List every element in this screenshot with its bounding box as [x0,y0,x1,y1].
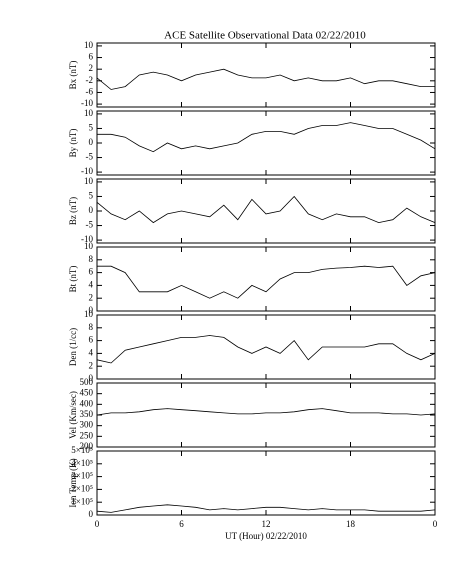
y-tick-label: -5 [86,152,94,162]
y-tick-label: 10 [84,40,94,50]
y-tick-label: 2×10⁵ [71,483,93,493]
y-tick-label: 200 [80,441,94,451]
y-tick-label: 5 [89,123,94,133]
y-tick-label: 2 [89,292,94,302]
y-tick-label: -10 [81,98,93,108]
y-tick-label: 4 [89,279,94,289]
data-line [96,408,436,416]
y-tick-label: 2 [89,63,94,73]
panel-frame [96,178,436,244]
panel-frame [96,382,436,448]
y-axis-label: Den (1/cc) [68,328,78,366]
y-tick-label: 10 [84,176,94,186]
y-tick-label: 0 [89,305,94,315]
y-axis-label: Bz (nT) [68,197,78,225]
y-tick-label: 450 [80,388,94,398]
panel-frame [96,450,436,516]
y-tick-label: 400 [80,398,94,408]
chart-title: ACE Satellite Observational Data 02/22/2… [164,30,366,42]
y-axis-label: Bx (nT) [68,61,78,90]
y-tick-label: 4 [89,347,94,357]
y-axis-label: By (nT) [68,129,78,158]
y-tick-label: 500 [80,377,94,387]
y-tick-label: 1×10⁵ [71,496,93,506]
y-tick-label: 5 [89,191,94,201]
y-tick-label: -10 [81,234,93,244]
y-axis-label: Ion Temp (K) [68,458,78,507]
y-tick-label: 10 [84,108,94,118]
y-tick-label: 6 [89,52,94,62]
y-tick-label: 2 [89,360,94,370]
y-tick-label: 5×10⁵ [71,445,93,455]
data-line [97,265,436,299]
data-line [96,504,436,513]
y-axis-label: Vel (Km/sec) [68,391,78,439]
y-tick-label: 8 [89,254,94,264]
y-tick-label: 300 [80,420,94,430]
y-axis-label: Bt (nT) [68,266,78,293]
data-line [96,335,436,364]
y-tick-label: 250 [80,430,94,440]
panel-frame [96,246,436,312]
x-tick-label: 0 [95,519,100,529]
panel-frame [96,42,436,108]
data-line [97,122,436,153]
x-tick-label: 0 [433,519,438,529]
panel-frame [96,110,436,176]
x-tick-label: 18 [346,519,356,529]
y-tick-label: 350 [80,409,94,419]
y-tick-label: 6 [89,267,94,277]
y-tick-label: 4×10⁵ [71,458,93,468]
y-tick-label: 6 [89,335,94,345]
y-tick-label: 10 [84,241,94,251]
y-tick-label: 8 [89,322,94,332]
y-tick-label: 0 [89,509,94,519]
x-tick-label: 12 [262,519,271,529]
y-tick-label: -6 [86,87,94,97]
y-tick-label: -5 [86,220,94,230]
data-line [96,195,436,224]
y-tick-label: 0 [89,205,94,215]
y-tick-label: 0 [89,373,94,383]
x-axis-label: UT (Hour) 02/22/2010 [225,531,307,541]
y-tick-label: 10 [84,309,94,319]
y-tick-label: -2 [86,75,94,85]
data-line [96,68,435,90]
y-tick-label: 3×10⁵ [71,471,93,481]
y-tick-label: -10 [81,166,93,176]
y-tick-label: 0 [89,137,94,147]
x-tick-label: 6 [179,519,184,529]
